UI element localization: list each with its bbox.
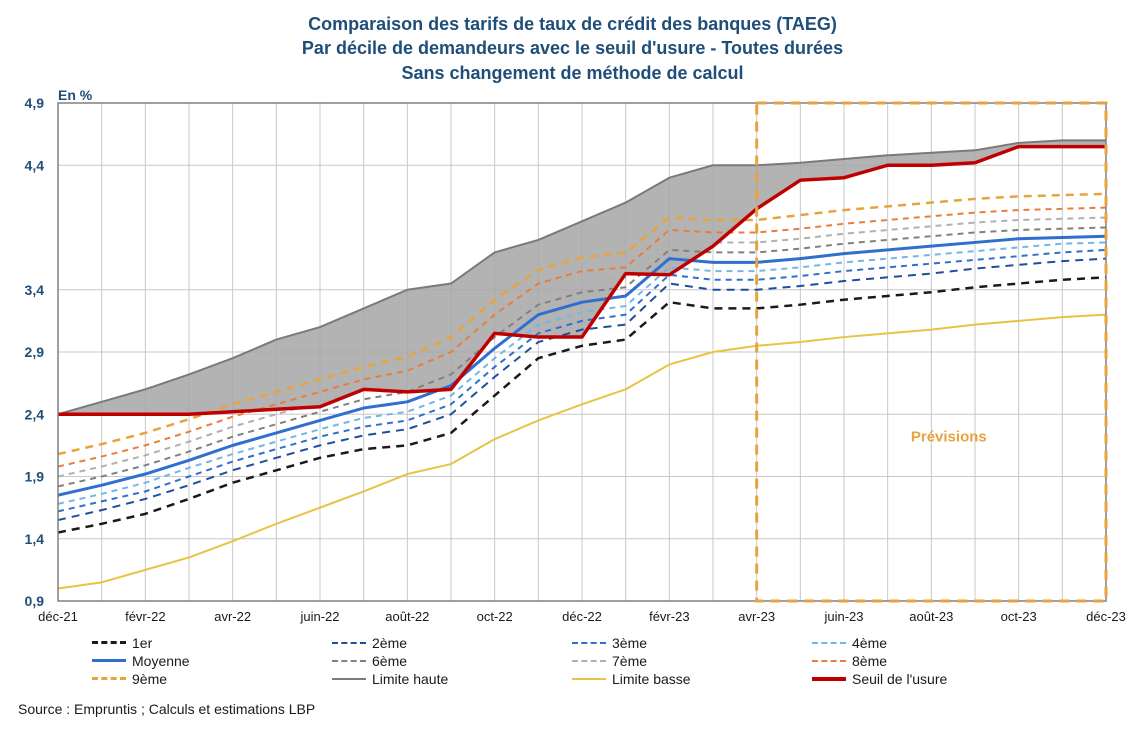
legend-swatch [332,660,366,662]
svg-text:avr-22: avr-22 [214,609,251,624]
legend: 1er 2ème 3ème 4ème Moyenne 6ème 7ème 8ème 9ème Li… [92,635,1133,687]
legend-label: 9ème [132,671,167,687]
svg-text:août-23: août-23 [909,609,953,624]
legend-item: 1er [92,635,332,651]
plot-area: En % Prévisions0,91,41,92,42,93,44,44,9d… [52,89,1123,629]
svg-text:déc-22: déc-22 [562,609,602,624]
legend-swatch [812,660,846,662]
legend-swatch [92,659,126,662]
legend-label: Seuil de l'usure [852,671,947,687]
svg-text:févr-23: févr-23 [649,609,689,624]
svg-text:2,4: 2,4 [25,406,45,422]
legend-item: 3ème [572,635,812,651]
svg-text:0,9: 0,9 [25,593,45,609]
svg-text:déc-21: déc-21 [38,609,78,624]
svg-text:août-22: août-22 [385,609,429,624]
svg-text:févr-22: févr-22 [125,609,165,624]
title-line-2: Par décile de demandeurs avec le seuil d… [12,36,1133,60]
svg-text:juin-22: juin-22 [299,609,339,624]
legend-label: Limite basse [612,671,691,687]
y-axis-label: En % [58,87,92,103]
svg-text:1,9: 1,9 [25,468,45,484]
svg-text:3,4: 3,4 [25,282,45,298]
title-line-1: Comparaison des tarifs de taux de crédit… [12,12,1133,36]
svg-text:déc-23: déc-23 [1086,609,1126,624]
legend-item: Limite basse [572,671,812,687]
legend-label: 8ème [852,653,887,669]
legend-item: 7ème [572,653,812,669]
legend-swatch [572,678,606,680]
chart-title: Comparaison des tarifs de taux de crédit… [12,12,1133,85]
line-chart-svg: Prévisions0,91,41,92,42,93,44,44,9déc-21… [52,89,1112,629]
chart-container: Comparaison des tarifs de taux de crédit… [12,12,1133,717]
legend-item: Limite haute [332,671,572,687]
legend-label: 2ème [372,635,407,651]
legend-label: 6ème [372,653,407,669]
legend-swatch [332,642,366,644]
svg-text:oct-23: oct-23 [1001,609,1037,624]
legend-item: 9ème [92,671,332,687]
legend-swatch [812,677,846,681]
svg-text:1,4: 1,4 [25,531,45,547]
legend-swatch [92,641,126,644]
legend-item: Seuil de l'usure [812,671,1052,687]
legend-item: 2ème [332,635,572,651]
legend-label: 7ème [612,653,647,669]
title-line-3: Sans changement de méthode de calcul [12,61,1133,85]
legend-label: Moyenne [132,653,190,669]
source-note: Source : Empruntis ; Calculs et estimati… [18,701,1133,717]
svg-text:4,4: 4,4 [25,157,45,173]
legend-item: 8ème [812,653,1052,669]
svg-text:oct-22: oct-22 [477,609,513,624]
legend-item: 6ème [332,653,572,669]
legend-item: Moyenne [92,653,332,669]
legend-label: Limite haute [372,671,448,687]
legend-swatch [572,642,606,644]
legend-swatch [572,660,606,662]
svg-text:juin-23: juin-23 [823,609,863,624]
legend-label: 4ème [852,635,887,651]
legend-swatch [92,677,126,680]
svg-text:2,9: 2,9 [25,344,45,360]
legend-item: 4ème [812,635,1052,651]
svg-text:Prévisions: Prévisions [911,429,987,446]
svg-text:avr-23: avr-23 [738,609,775,624]
legend-label: 3ème [612,635,647,651]
svg-text:4,9: 4,9 [25,95,45,111]
legend-swatch [332,678,366,680]
legend-swatch [812,642,846,644]
legend-label: 1er [132,635,152,651]
